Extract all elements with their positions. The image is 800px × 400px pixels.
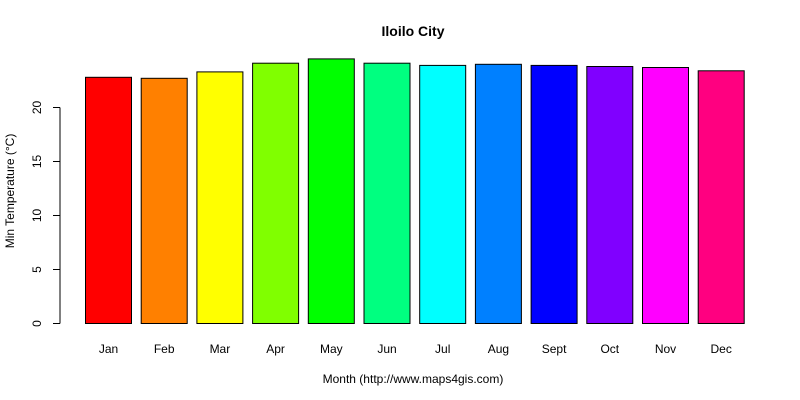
y-axis: 0 5 10 15 20 — [30, 101, 61, 327]
chart-title: Iloilo City — [382, 23, 445, 39]
bar-apr — [252, 62, 300, 324]
x-tick-label: Jan — [99, 342, 118, 356]
x-tick-label: Aug — [488, 342, 509, 356]
x-tick-label: Oct — [600, 342, 619, 356]
x-tick-label: Apr — [266, 342, 285, 356]
bar-jun — [363, 62, 411, 324]
x-tick-label: May — [320, 342, 343, 356]
x-axis-label: Month (http://www.maps4gis.com) — [323, 372, 504, 386]
bar-oct — [586, 66, 634, 324]
bar-sept — [530, 64, 578, 325]
bar-may — [307, 58, 355, 325]
x-tick-label: Mar — [210, 342, 231, 356]
bar-jan — [85, 76, 132, 324]
y-tick-label: 0 — [30, 320, 44, 327]
x-tick-labels: Jan Feb Mar Apr May Jun Jul Aug Sept Oct Nov Dec — [99, 342, 732, 356]
x-tick-label: Dec — [711, 342, 732, 356]
y-tick-label: 10 — [30, 209, 44, 223]
x-tick-label: Sept — [542, 342, 567, 356]
x-tick-label: Jun — [377, 342, 396, 356]
bar-nov — [642, 67, 689, 324]
bar-jul — [419, 64, 467, 325]
bar-mar — [196, 71, 244, 325]
bar-aug — [474, 63, 522, 325]
y-axis-label: Min Temperature (°C) — [3, 134, 17, 249]
x-tick-label: Nov — [655, 342, 676, 356]
y-tick-label: 5 — [30, 266, 44, 273]
bar-feb — [140, 77, 188, 324]
y-tick-label: 20 — [30, 101, 44, 115]
bar-dec — [697, 70, 745, 324]
bars-group — [85, 58, 745, 325]
x-tick-label: Jul — [435, 342, 450, 356]
x-tick-label: Feb — [154, 342, 175, 356]
y-tick-label: 15 — [30, 155, 44, 169]
